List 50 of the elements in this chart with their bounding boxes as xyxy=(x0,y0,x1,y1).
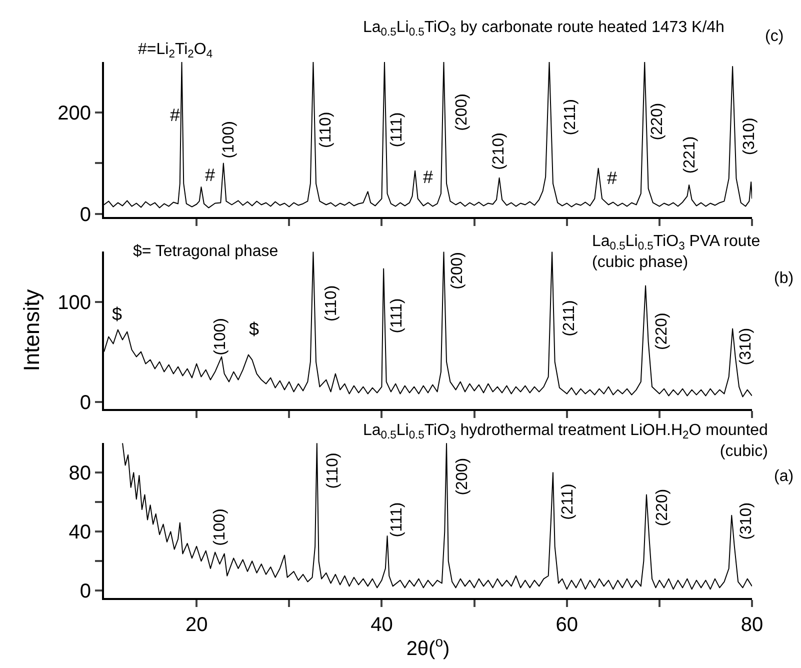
annotation: (110) xyxy=(322,285,340,322)
chart-title: La$_{0.5}$Li$_{0.5}$TiO$_{3}$ PVA route (cubic phase) xyxy=(592,233,760,271)
annotation: # xyxy=(607,168,618,188)
annotation: (100) xyxy=(212,318,229,356)
annotation: (111) xyxy=(388,298,406,334)
annotation: (200) xyxy=(454,458,472,496)
annotation: (110) xyxy=(317,112,334,148)
y-tick-label: 100 xyxy=(58,292,91,314)
text: (b) xyxy=(774,270,794,287)
annotation: (220) xyxy=(653,312,670,350)
annotation: # xyxy=(170,105,180,125)
x-axis-title: 2θ($^{o}$) xyxy=(406,634,450,660)
annotation: (310) xyxy=(738,328,755,366)
annotation: # xyxy=(205,165,216,185)
annotation: (111) xyxy=(388,112,406,148)
annotation: (211) xyxy=(560,300,578,336)
annotation: (211) xyxy=(562,99,579,136)
annotation: (210) xyxy=(490,132,508,170)
annotation: (111) xyxy=(388,502,406,538)
annotation: (100) xyxy=(212,508,229,546)
y-tick-label: 0 xyxy=(80,204,91,226)
x-tick-label: 80 xyxy=(740,614,764,636)
annotation: (310) xyxy=(741,118,758,156)
chart-title: La$_{0.5}$Li$_{0.5}$TiO$_{3}$ hydrothermal treatment LiOH.H$_{2}$O mounted (cubic) xyxy=(363,422,768,460)
y-axis-title: Intensity xyxy=(18,289,44,372)
annotation: $ xyxy=(249,319,260,339)
annotation: (220) xyxy=(648,102,666,140)
annotation: (110) xyxy=(324,452,342,489)
y-tick-label: 200 xyxy=(58,102,91,125)
y-tick-label: 40 xyxy=(68,522,91,544)
annotation: (200) xyxy=(448,252,466,290)
annotation: (310) xyxy=(738,502,756,540)
y-tick-label: 0 xyxy=(80,580,91,603)
text: (c) xyxy=(765,28,784,45)
annotation: (220) xyxy=(654,488,672,526)
y-tick-label: 0 xyxy=(80,392,91,414)
annotation: # xyxy=(423,167,434,187)
chart-title: La$_{0.5}$Li$_{0.5}$TiO$_{3}$ by carbonate route heated 1473 K/4h xyxy=(363,19,724,38)
annotation: (200) xyxy=(454,94,471,131)
text: (a) xyxy=(774,468,794,485)
x-tick-label: 60 xyxy=(556,614,578,636)
annotation: $= Tetragonal phase xyxy=(133,243,278,260)
annotation: $ xyxy=(112,304,122,324)
x-tick-label: 40 xyxy=(370,614,393,636)
annotation: (221) xyxy=(681,136,698,174)
x-tick-label: 20 xyxy=(185,614,208,636)
y-tick-label: 80 xyxy=(68,462,91,485)
annotation: (100) xyxy=(220,121,238,158)
annotation: (211) xyxy=(560,484,577,520)
text: #=Li$_{2}$Ti$_{2}$O$_{4}$ xyxy=(138,41,213,60)
